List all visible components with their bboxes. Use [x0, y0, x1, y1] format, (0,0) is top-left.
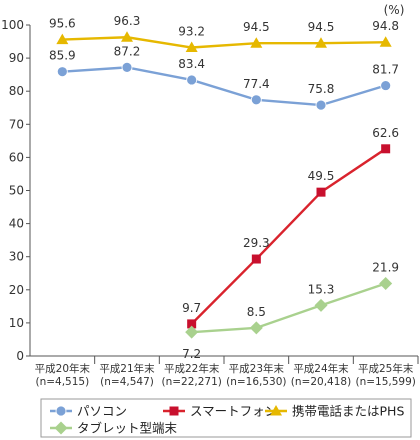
data-label-triangle: 94.5	[243, 20, 270, 34]
data-point-circle	[315, 99, 327, 111]
y-tick-label: 90	[9, 51, 24, 65]
legend-marker-triangle	[270, 405, 282, 416]
series-lines	[62, 36, 387, 334]
data-label-circle: 77.4	[243, 77, 270, 91]
legend-label-triangle: 携帯電話またはPHS	[292, 404, 404, 419]
y-tick-label: 40	[9, 217, 24, 231]
y-tick-label: 70	[9, 117, 24, 131]
data-point-circle	[186, 74, 198, 86]
data-label-circle: 83.4	[178, 57, 205, 71]
data-point-diamond	[379, 277, 393, 291]
x-tick-label: 平成24年末	[293, 362, 349, 375]
data-point-square	[251, 254, 261, 264]
x-tick-sublabel: (n=22,271)	[161, 376, 221, 388]
y-tick-label: 10	[9, 316, 24, 330]
data-label-diamond: 7.2	[182, 347, 201, 361]
legend-label-square: スマートフォン	[190, 404, 277, 419]
data-label-diamond: 8.5	[247, 305, 266, 319]
x-tick-label: 平成20年末	[35, 362, 91, 375]
data-label-square: 62.6	[372, 126, 399, 140]
data-point-triangle	[56, 33, 69, 45]
data-point-circle	[121, 61, 133, 73]
legend-box	[40, 398, 412, 438]
data-point-triangle	[121, 31, 133, 42]
x-tick-sublabel: (n=20,418)	[291, 376, 351, 388]
data-label-triangle: 96.3	[114, 14, 141, 28]
axes: 0 10 20 30 40 50 60 70 80 90 100 平成20年末(n=4,515) 平成2…	[1, 18, 419, 388]
data-point-circle	[380, 80, 392, 91]
y-tick-label: 60	[9, 150, 24, 164]
series-markers	[56, 31, 393, 339]
x-tick-label: 平成23年末	[229, 362, 285, 375]
data-label-triangle: 94.5	[308, 20, 335, 34]
data-label-square: 29.3	[243, 236, 270, 250]
series-line-circle	[62, 66, 387, 107]
x-tick-sublabel: (n=4,547)	[100, 376, 154, 388]
data-point-circle	[250, 94, 262, 106]
series-line-triangle	[62, 36, 386, 49]
data-labels: 85.9 87.2 83.4 77.4 75.8 81.7 9.7 29.3 49.5 62.6 9…	[49, 14, 399, 361]
data-label-circle: 85.9	[49, 49, 76, 63]
y-tick-label: 100	[1, 18, 24, 32]
legend-marker-square	[169, 406, 179, 416]
legend-label-circle: パソコン	[77, 404, 127, 419]
data-point-square	[381, 144, 391, 154]
y-tick-label: 30	[9, 250, 24, 264]
data-point-triangle	[379, 36, 392, 47]
data-label-diamond: 21.9	[372, 261, 399, 275]
x-tick-label: 平成25年末	[358, 362, 414, 375]
data-point-square	[187, 319, 197, 329]
legend: パソコン スマートフォン 携帯電話またはPHS タブレット型端末	[40, 398, 412, 438]
y-tick-label: 0	[16, 349, 24, 363]
y-tick-label: 80	[9, 84, 24, 98]
data-label-square: 49.5	[308, 169, 335, 183]
data-label-triangle: 95.6	[49, 17, 76, 31]
data-point-diamond	[185, 325, 199, 339]
data-label-triangle: 93.2	[178, 25, 205, 39]
x-tick-sublabel: (n=16,530)	[226, 376, 286, 388]
y-unit-label: (%)	[384, 3, 405, 17]
data-point-triangle	[250, 37, 263, 48]
x-tick-label: 平成22年末	[164, 362, 220, 375]
data-label-circle: 75.8	[308, 82, 335, 96]
data-point-circle	[56, 66, 68, 78]
x-tick-sublabel: (n=4,515)	[35, 376, 89, 388]
data-point-diamond	[314, 298, 328, 312]
data-label-circle: 81.7	[372, 63, 399, 77]
legend-label-diamond: タブレット型端末	[77, 421, 178, 436]
x-tick-sublabel: (n=15,599)	[355, 376, 415, 388]
data-label-triangle: 94.8	[372, 19, 399, 33]
series-line-square	[190, 147, 387, 325]
data-point-triangle	[185, 41, 198, 53]
y-tick-label: 20	[9, 283, 24, 297]
y-tick-label: 50	[9, 184, 24, 198]
series-line-diamond	[191, 282, 387, 334]
data-label-square: 9.7	[182, 301, 201, 315]
data-point-triangle	[315, 37, 327, 48]
legend-marker-diamond	[54, 421, 68, 435]
x-tick-label: 平成21年末	[99, 362, 155, 375]
data-point-square	[316, 187, 326, 197]
data-label-diamond: 15.3	[308, 282, 335, 296]
data-label-circle: 87.2	[114, 44, 141, 58]
data-point-diamond	[249, 321, 263, 335]
legend-marker-circle	[55, 405, 67, 417]
